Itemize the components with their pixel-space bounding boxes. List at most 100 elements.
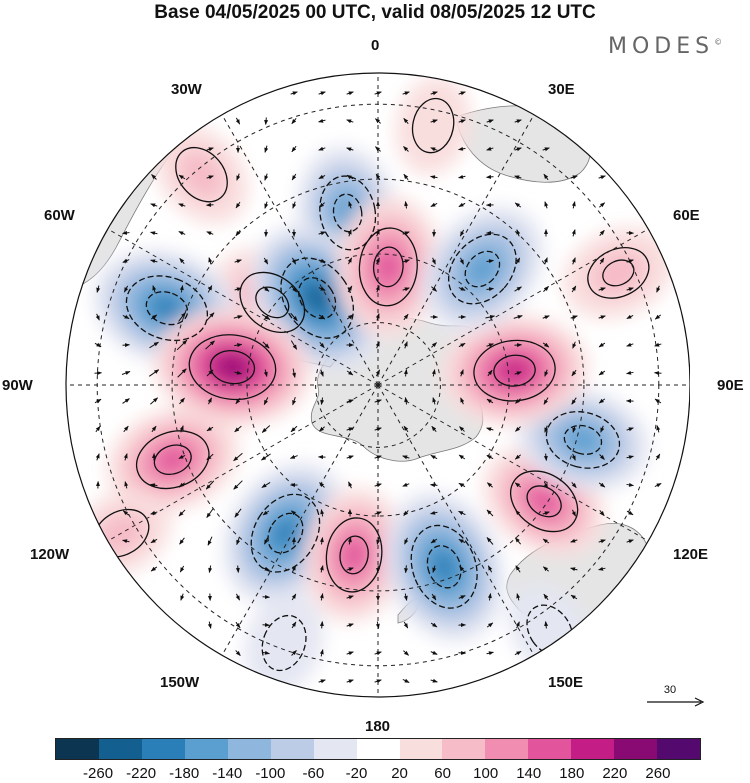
wind-vector <box>486 537 494 545</box>
wind-vector <box>291 285 297 293</box>
wind-vector <box>402 678 410 683</box>
wind-vector <box>234 508 242 518</box>
wind-vector <box>150 566 158 572</box>
wind-vector <box>570 175 578 180</box>
wind-vector <box>543 453 548 461</box>
wind-vector <box>346 370 354 376</box>
wind-vector <box>318 174 326 180</box>
wind-vector <box>122 258 130 263</box>
wind-vector <box>403 510 409 516</box>
wind-vector <box>291 117 297 125</box>
wind-vector <box>430 622 438 628</box>
anomaly-field <box>71 76 674 693</box>
wind-vector <box>208 565 213 573</box>
wind-vector <box>319 565 324 573</box>
meridian-line <box>377 114 535 386</box>
wind-vector <box>598 482 606 488</box>
wind-vector <box>234 287 242 292</box>
wind-vector <box>318 91 326 96</box>
wind-vector <box>207 621 212 629</box>
wind-vector <box>292 396 297 406</box>
wind-vector <box>318 679 326 684</box>
wind-vector <box>346 679 354 684</box>
colorbar-bin <box>442 739 486 759</box>
wind-vector <box>375 285 380 293</box>
wind-vector <box>235 117 241 125</box>
wind-vector <box>122 314 130 320</box>
wind-vector <box>514 147 522 152</box>
wind-vector <box>235 229 241 237</box>
wind-vector <box>599 454 605 460</box>
wind-vector <box>626 455 634 460</box>
wind-vector <box>598 175 606 180</box>
wind-vector <box>235 565 240 573</box>
wind-vector <box>514 650 522 656</box>
wind-vector <box>319 482 325 488</box>
wind-vector <box>347 285 353 293</box>
wind-vector <box>178 203 186 208</box>
wind-vector <box>95 313 100 321</box>
wind-vector <box>432 397 437 405</box>
wind-vector <box>318 231 326 236</box>
wind-vector <box>458 595 466 600</box>
anomaly-contour <box>464 250 501 288</box>
wind-vector <box>290 312 298 322</box>
wind-vector <box>543 285 549 292</box>
lon-label-120w: 120W <box>30 546 70 563</box>
wind-vector <box>430 483 438 488</box>
wind-vector <box>404 397 409 405</box>
wind-vector <box>206 202 214 207</box>
lon-label-150e: 150E <box>548 674 584 691</box>
colorbar-bin <box>56 739 99 759</box>
wind-vector <box>514 202 522 208</box>
wind-vector <box>571 201 576 209</box>
wind-vector <box>347 537 352 545</box>
wind-vector <box>206 453 214 461</box>
wind-vector <box>515 426 521 432</box>
wind-vector <box>487 593 492 601</box>
wind-vector <box>291 650 297 656</box>
wind-vector <box>262 286 270 292</box>
wind-vector <box>571 509 577 517</box>
wind-vector <box>402 231 410 236</box>
wind-vector <box>403 146 409 152</box>
wind-vector <box>318 286 326 291</box>
anomaly-contour <box>175 146 228 203</box>
wind-vector <box>486 509 494 517</box>
wind-vector <box>289 454 298 459</box>
wind-vector <box>430 454 438 460</box>
wind-vector <box>122 539 130 544</box>
anomaly-contour <box>526 485 562 518</box>
colorbar-tick-label: 100 <box>473 765 499 782</box>
wind-vector <box>458 91 466 96</box>
wind-vector <box>486 146 494 151</box>
wind-vector <box>150 483 158 488</box>
wind-vector <box>571 285 577 293</box>
latitude-circle <box>315 322 441 448</box>
wind-vector <box>178 312 186 322</box>
wind-vector <box>291 145 297 153</box>
wind-vector <box>178 454 186 460</box>
wind-vector <box>150 314 158 320</box>
wind-vector <box>654 483 662 488</box>
anomaly-contour <box>298 277 337 320</box>
wind-vector <box>513 315 523 319</box>
wind-vector <box>264 145 269 153</box>
wind-vector <box>431 425 437 433</box>
wind-vector <box>598 566 606 571</box>
wind-vector <box>571 482 577 489</box>
wind-vector <box>318 426 325 432</box>
anomaly-contour <box>426 545 462 589</box>
wind-vector <box>572 341 577 349</box>
polar-map[interactable] <box>60 55 690 705</box>
anomaly-contour <box>339 535 369 575</box>
wind-vector <box>626 482 634 487</box>
wind-vector <box>430 538 438 544</box>
wind-vector <box>432 565 437 573</box>
wind-vector <box>458 202 466 208</box>
wind-vector <box>94 398 102 404</box>
meridian-line <box>221 114 379 386</box>
wind-vector <box>375 173 381 181</box>
colorbar-bin <box>528 739 572 759</box>
wind-vector <box>233 452 243 462</box>
